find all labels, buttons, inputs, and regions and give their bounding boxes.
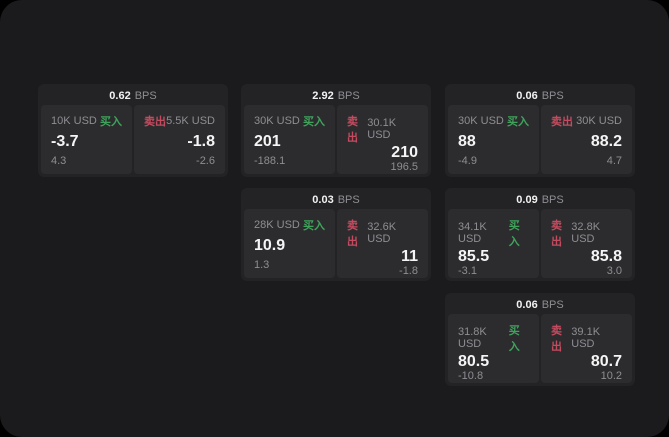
quote-panels: 34.1K USD 买入 85.5 -3.1 卖出 32.8K USD 85.8… (448, 209, 632, 278)
quote-panels: 10K USD 买入 -3.7 4.3 卖出 5.5K USD -1.8 -2.… (41, 105, 225, 174)
spread-unit: BPS (134, 90, 157, 102)
quote-panels: 30K USD 买入 201 -188.1 卖出 30.1K USD 210 1… (244, 105, 428, 174)
spread-value: 0.09 (516, 194, 538, 206)
spread-value: 0.62 (109, 90, 131, 102)
buy-price: -3.7 (51, 133, 79, 150)
sell-delta: 4.7 (606, 155, 622, 167)
quote-panels: 31.8K USD 买入 80.5 -10.8 卖出 39.1K USD 80.… (448, 314, 632, 383)
quote-panels: 30K USD 买入 88 -4.9 卖出 30K USD 88.2 4.7 (448, 105, 632, 174)
sell-price: 85.8 (590, 248, 622, 265)
buy-size: 30K USD (458, 115, 504, 127)
sell-price: 88.2 (590, 133, 622, 150)
spread-unit: BPS (337, 194, 360, 206)
buy-side-label: 买入 (303, 116, 325, 128)
buy-price: 80.5 (458, 353, 490, 370)
buy-size: 28K USD (254, 219, 300, 231)
quote-card: 2.92 BPS 30K USD 买入 201 -188.1 卖出 30.1K … (241, 84, 431, 177)
sell-delta: -1.8 (399, 265, 418, 277)
buy-size: 34.1K USD (458, 221, 487, 245)
spread-unit: BPS (541, 90, 564, 102)
buy-panel[interactable]: 28K USD 买入 10.9 1.3 (244, 209, 335, 278)
buy-price: 201 (254, 133, 281, 150)
buy-delta: -10.8 (458, 370, 484, 382)
quote-card: 0.62 BPS 10K USD 买入 -3.7 4.3 卖出 5.5K USD… (38, 84, 228, 177)
sell-side-label: 卖出 (551, 116, 573, 128)
sell-size: 5.5K USD (166, 115, 215, 127)
buy-price: 85.5 (458, 248, 490, 265)
sell-panel[interactable]: 卖出 30.1K USD 210 196.5 (337, 105, 428, 174)
quote-card: 0.06 BPS 30K USD 买入 88 -4.9 卖出 30K USD 8… (445, 84, 635, 177)
sell-panel[interactable]: 卖出 32.8K USD 85.8 3.0 (541, 209, 632, 278)
buy-panel[interactable]: 30K USD 买入 201 -188.1 (244, 105, 335, 174)
buy-delta: -4.9 (458, 155, 477, 167)
sell-size: 30.1K USD (367, 117, 397, 141)
sell-price: -1.8 (187, 133, 215, 150)
sell-size: 39.1K USD (571, 326, 601, 350)
sell-panel[interactable]: 卖出 30K USD 88.2 4.7 (541, 105, 632, 174)
buy-price: 88 (458, 133, 476, 150)
buy-delta: 1.3 (254, 259, 270, 271)
sell-side-label: 卖出 (347, 116, 358, 144)
buy-side-label: 买入 (303, 220, 325, 232)
sell-panel[interactable]: 卖出 39.1K USD 80.7 10.2 (541, 314, 632, 383)
sell-side-label: 卖出 (551, 220, 562, 248)
spread-unit: BPS (337, 90, 360, 102)
spread-header: 2.92 BPS (244, 87, 428, 105)
sell-size: 30K USD (576, 115, 622, 127)
buy-side-label: 买入 (508, 325, 520, 353)
buy-panel[interactable]: 34.1K USD 买入 85.5 -3.1 (448, 209, 539, 278)
buy-panel[interactable]: 10K USD 买入 -3.7 4.3 (41, 105, 132, 174)
buy-side-label: 买入 (100, 116, 122, 128)
buy-price: 10.9 (254, 237, 286, 254)
spread-header: 0.06 BPS (448, 87, 632, 105)
quote-card: 0.03 BPS 28K USD 买入 10.9 1.3 卖出 32.6K US… (241, 188, 431, 281)
sell-side-label: 卖出 (347, 220, 358, 248)
spread-header: 0.62 BPS (41, 87, 225, 105)
sell-size: 32.6K USD (367, 221, 397, 245)
spread-unit: BPS (541, 299, 564, 311)
sell-side-label: 卖出 (144, 116, 166, 128)
buy-panel[interactable]: 30K USD 买入 88 -4.9 (448, 105, 539, 174)
sell-delta: 10.2 (600, 370, 622, 382)
buy-panel[interactable]: 31.8K USD 买入 80.5 -10.8 (448, 314, 539, 383)
buy-size: 30K USD (254, 115, 300, 127)
sell-size: 32.8K USD (571, 221, 601, 245)
buy-size: 31.8K USD (458, 326, 487, 350)
buy-delta: -188.1 (254, 155, 286, 167)
spread-unit: BPS (541, 194, 564, 206)
sell-panel[interactable]: 卖出 32.6K USD 11 -1.8 (337, 209, 428, 278)
sell-panel[interactable]: 卖出 5.5K USD -1.8 -2.6 (134, 105, 225, 174)
buy-side-label: 买入 (508, 220, 520, 248)
spread-value: 0.06 (516, 299, 538, 311)
sell-delta: 3.0 (606, 265, 622, 277)
buy-delta: -3.1 (458, 265, 477, 277)
spread-value: 0.06 (516, 90, 538, 102)
quote-panels: 28K USD 买入 10.9 1.3 卖出 32.6K USD 11 -1.8 (244, 209, 428, 278)
buy-side-label: 买入 (507, 116, 529, 128)
sell-delta: 196.5 (390, 161, 418, 173)
sell-delta: -2.6 (196, 155, 215, 167)
buy-size: 10K USD (51, 115, 97, 127)
spread-value: 0.03 (312, 194, 334, 206)
spread-header: 0.03 BPS (244, 191, 428, 209)
sell-price: 80.7 (590, 353, 622, 370)
quote-card: 0.09 BPS 34.1K USD 买入 85.5 -3.1 卖出 32.8K… (445, 188, 635, 281)
buy-delta: 4.3 (51, 155, 67, 167)
sell-price: 210 (391, 144, 418, 161)
sell-price: 11 (401, 248, 418, 265)
spread-header: 0.09 BPS (448, 191, 632, 209)
spread-header: 0.06 BPS (448, 296, 632, 314)
quote-card: 0.06 BPS 31.8K USD 买入 80.5 -10.8 卖出 39.1… (445, 293, 635, 386)
spread-value: 2.92 (312, 90, 334, 102)
sell-side-label: 卖出 (551, 325, 562, 353)
